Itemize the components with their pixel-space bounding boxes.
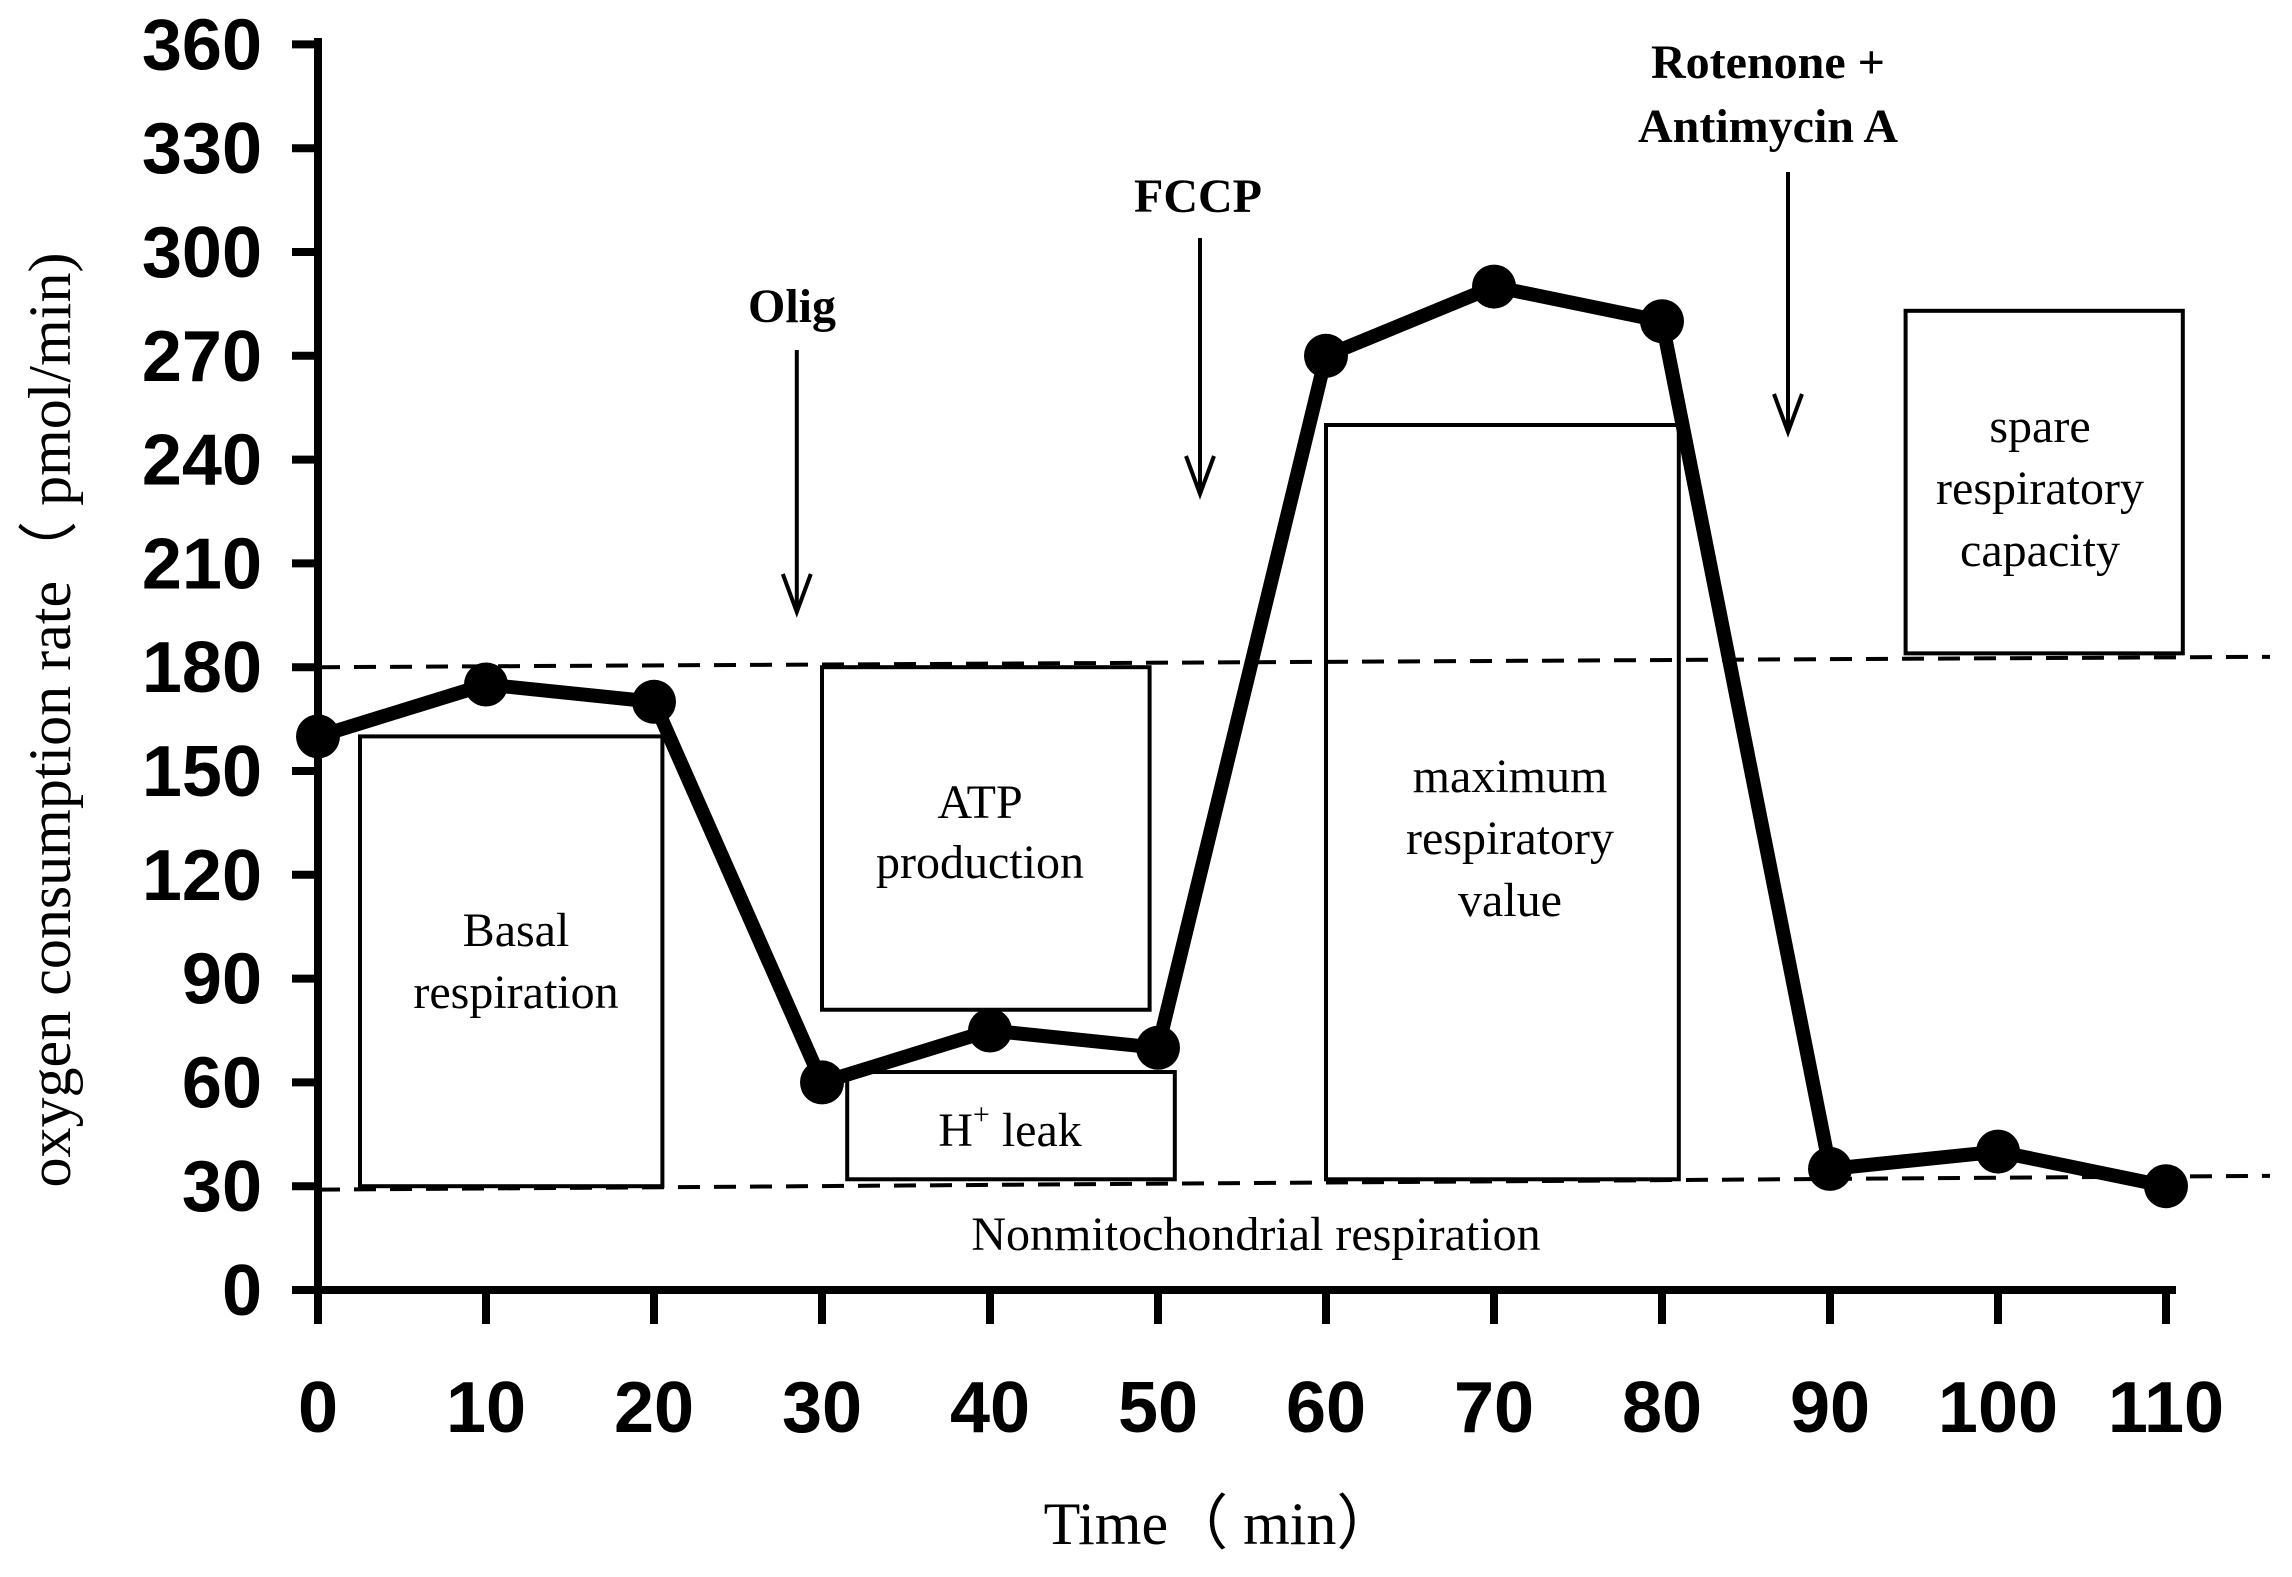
h-leak-label-h: H <box>938 1104 973 1157</box>
y-tick-label-330: 330 <box>142 109 262 189</box>
y-tick-label-30: 30 <box>182 1147 262 1227</box>
atp-label-line2: production <box>876 836 1084 889</box>
x-tick-label-90: 90 <box>1790 1368 1870 1448</box>
rotenone-arrow-head <box>1772 393 1804 438</box>
y-tick-label-240: 240 <box>142 421 262 501</box>
y-tick-label-270: 270 <box>142 317 262 397</box>
nonmitochondrial-label: Nonmitochondrial respiration <box>971 1208 1540 1261</box>
annotation-boxes <box>358 308 2185 1189</box>
atp-label-line1: ATP <box>937 776 1022 829</box>
x-tick-label-70: 70 <box>1454 1368 1534 1448</box>
x-tick-label-40: 40 <box>950 1368 1030 1448</box>
injection-arrows <box>780 172 1804 618</box>
fccp-label: FCCP <box>1134 170 1262 223</box>
series-ocr <box>296 264 2188 1209</box>
data-point-60 <box>1304 333 1348 378</box>
olig-label: Olig <box>748 280 836 333</box>
series-line-ocr <box>315 279 2168 1194</box>
x-tick-label-60: 60 <box>1286 1368 1366 1448</box>
x-tick-label-100: 100 <box>1938 1368 2058 1448</box>
h-leak-label: H+ leak <box>938 1098 1082 1157</box>
data-point-20 <box>632 679 676 724</box>
fccp-arrow-head <box>1184 455 1216 500</box>
x-tick-label-20: 20 <box>614 1368 694 1448</box>
axes <box>292 38 2176 1324</box>
h-leak-label-plus: + <box>973 1098 990 1131</box>
olig-arrow-head <box>780 573 813 618</box>
y-tick-label-360: 360 <box>142 5 262 85</box>
data-point-30 <box>800 1060 844 1105</box>
x-tick-label-80: 80 <box>1622 1368 1702 1448</box>
data-point-40 <box>968 1008 1012 1053</box>
y-axis-title: oxygen consumption rate（ pmol/min) <box>17 253 83 1188</box>
data-point-100 <box>1976 1129 2020 1174</box>
y-tick-label-120: 120 <box>142 836 262 916</box>
data-point-90 <box>1808 1146 1852 1191</box>
h-leak-label-leak: leak <box>990 1104 1082 1157</box>
basal-label-line2: respiration <box>413 966 618 1019</box>
data-point-0 <box>296 714 340 759</box>
y-tick-label-150: 150 <box>142 732 262 812</box>
data-point-110 <box>2144 1164 2188 1209</box>
x-axis-title: Time（ min） <box>1044 1491 1397 1557</box>
max-label-line1: maximum <box>1413 750 1608 803</box>
data-point-80 <box>1640 299 1684 344</box>
x-tick-label-110: 110 <box>2108 1368 2224 1448</box>
x-tick-label-50: 50 <box>1118 1368 1198 1448</box>
y-tick-label-180: 180 <box>142 628 262 708</box>
h-leak-box <box>845 1070 1177 1182</box>
y-tick-label-300: 300 <box>142 213 262 293</box>
rotenone-label-line2: Antimycin A <box>1638 100 1898 153</box>
data-point-70 <box>1472 264 1516 309</box>
y-tick-label-90: 90 <box>182 940 262 1020</box>
data-point-10 <box>464 662 508 707</box>
spare-label-line3: capacity <box>1960 524 2120 577</box>
x-tick-label-0: 0 <box>298 1368 338 1448</box>
y-tick-label-60: 60 <box>182 1043 262 1123</box>
spare-label-line1: spare <box>1989 400 2090 453</box>
rotenone-label-line1: Rotenone + <box>1651 36 1885 89</box>
chart-text: Basal respiration ATP production H+ leak maxi… <box>17 5 2224 1557</box>
data-point-50 <box>1136 1025 1180 1070</box>
basal-respiration-box <box>358 734 665 1189</box>
y-tick-label-210: 210 <box>142 524 262 604</box>
max-label-line3: value <box>1458 874 1562 927</box>
reference-line-upper <box>317 654 2271 670</box>
basal-label-line1: Basal <box>463 904 570 957</box>
spare-respiratory-capacity-box <box>1903 308 2185 656</box>
y-tick-label-0: 0 <box>222 1251 262 1331</box>
max-label-line2: respiratory <box>1406 812 1614 865</box>
x-tick-label-10: 10 <box>446 1368 526 1448</box>
spare-label-line2: respiratory <box>1936 462 2144 515</box>
x-tick-label-30: 30 <box>782 1368 862 1448</box>
maximum-respiratory-value-box <box>1324 423 1681 1182</box>
